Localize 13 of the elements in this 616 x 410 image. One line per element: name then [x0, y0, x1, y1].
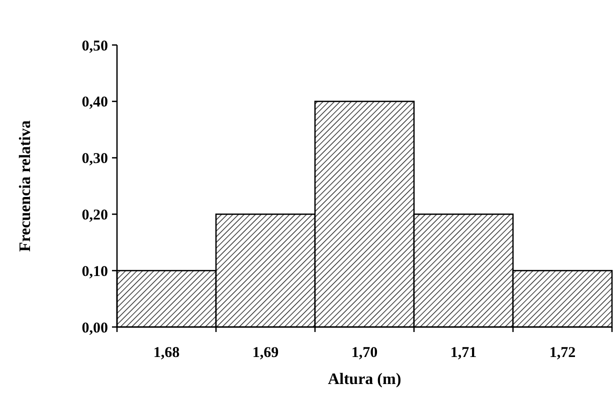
x-tick-label: 1,71 — [450, 345, 477, 361]
y-tick-label: 0,10 — [82, 264, 108, 280]
x-tick-label: 1,69 — [252, 345, 279, 361]
y-axis-title: Frecuencia relativa — [17, 120, 34, 252]
x-tick-label: 1,72 — [549, 345, 576, 361]
y-tick-label: 0,20 — [82, 207, 108, 224]
y-tick-label: 0,30 — [82, 151, 108, 168]
x-axis-title: Altura (m) — [328, 371, 402, 388]
y-tick-label: 0,40 — [82, 94, 108, 111]
x-tick-label: 1,70 — [351, 345, 378, 361]
x-tick-label: 1,68 — [153, 345, 180, 361]
y-tick-label: 0,00 — [82, 320, 108, 336]
y-tick-label: 0,50 — [82, 38, 108, 54]
